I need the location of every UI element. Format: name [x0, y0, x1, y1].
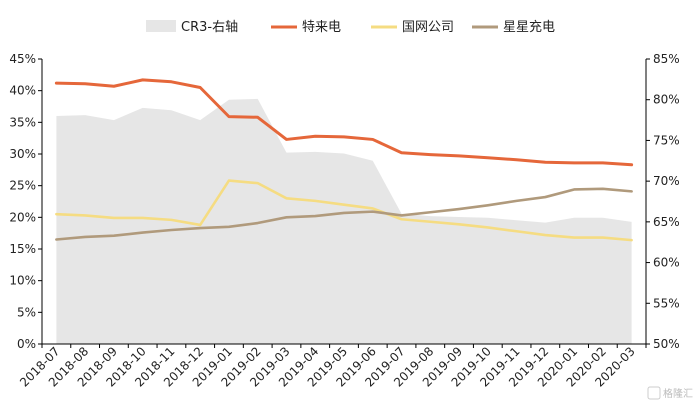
watermark: 格隆汇 — [647, 386, 693, 400]
y-right-tick-label: 85% — [653, 52, 680, 66]
series-line-star-charge — [55, 187, 633, 241]
y-left-tick-label: 5% — [17, 305, 36, 319]
plot-area — [54, 78, 634, 345]
legend-item-state-grid: 国网公司 — [371, 20, 454, 35]
legend: CR3-右轴 特来电 国网公司 星星充电 — [146, 19, 555, 35]
series-line-teld — [54, 78, 634, 167]
y-right-tick-label: 65% — [653, 215, 680, 229]
legend-swatch — [146, 20, 176, 32]
watermark-logo-icon — [647, 386, 661, 400]
y-right-tick-label: 50% — [653, 337, 680, 351]
legend-item-teld: 特来电 — [271, 20, 341, 35]
y-axis-right: 50% 55% 60% 65% 70% 75% 80% 85% — [645, 52, 680, 351]
y-right-tick-label: 80% — [653, 93, 680, 107]
legend-label: 国网公司 — [402, 20, 454, 35]
y-left-tick-label: 20% — [9, 210, 36, 224]
y-axis-left: 0% 5% 10% 15% 20% 25% 30% 35% 40% 45% — [9, 52, 43, 351]
legend-item-star-charge: 星星充电 — [472, 19, 555, 35]
legend-label: 特来电 — [302, 20, 341, 35]
y-left-tick-label: 40% — [9, 84, 36, 98]
y-left-tick-label: 0% — [17, 337, 36, 351]
watermark-text: 格隆汇 — [663, 387, 693, 400]
y-left-tick-label: 45% — [9, 52, 36, 66]
legend-item-cr3: CR3-右轴 — [146, 20, 238, 35]
y-right-tick-label: 70% — [653, 174, 680, 188]
series-line-state-grid — [55, 179, 633, 242]
y-right-tick-label: 55% — [653, 296, 680, 310]
y-right-tick-label: 60% — [653, 256, 680, 270]
y-left-tick-label: 15% — [9, 242, 36, 256]
series-area-cr3 — [56, 98, 632, 345]
legend-label: CR3-右轴 — [181, 20, 238, 35]
y-left-tick-label: 10% — [9, 274, 36, 288]
legend-label: 星星充电 — [503, 19, 555, 35]
y-right-tick-label: 75% — [653, 133, 680, 147]
y-left-tick-label: 30% — [9, 147, 36, 161]
x-axis: 2018-072018-082018-092018-102018-112018-… — [17, 343, 647, 390]
y-left-tick-label: 25% — [9, 179, 36, 193]
y-left-tick-label: 35% — [9, 115, 36, 129]
